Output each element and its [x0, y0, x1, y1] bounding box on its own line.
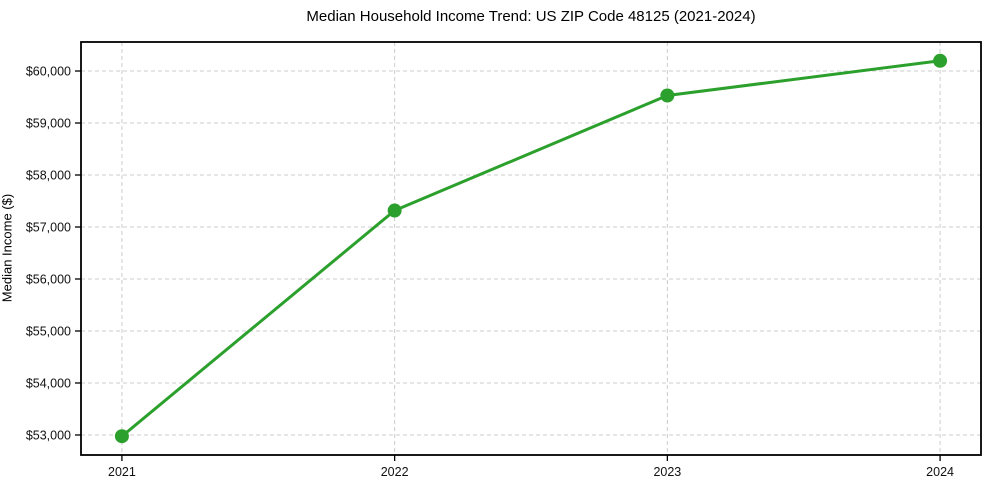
plot-border — [80, 41, 982, 456]
y-tick-label: $53,000 — [26, 428, 71, 442]
data-point-2021 — [114, 429, 129, 444]
x-tick-label: 2023 — [653, 465, 681, 479]
data-point-2024 — [933, 53, 948, 68]
y-tick-label: $57,000 — [26, 220, 71, 234]
y-tick-label: $55,000 — [26, 324, 71, 338]
data-point-2022 — [387, 203, 402, 218]
trend-line — [120, 59, 942, 438]
x-tick-label: 2021 — [108, 465, 136, 479]
y-tick-label: $60,000 — [26, 65, 71, 79]
y-tick-label: $54,000 — [26, 376, 71, 390]
data-point-2023 — [660, 88, 675, 103]
y-tick-label: $59,000 — [26, 117, 71, 131]
x-tick-label: 2024 — [926, 465, 954, 479]
y-tick-label: $58,000 — [26, 169, 71, 183]
y-tick-label: $56,000 — [26, 272, 71, 286]
chart-title: Median Household Income Trend: US ZIP Co… — [306, 8, 756, 25]
x-tick-label: 2022 — [381, 465, 409, 479]
